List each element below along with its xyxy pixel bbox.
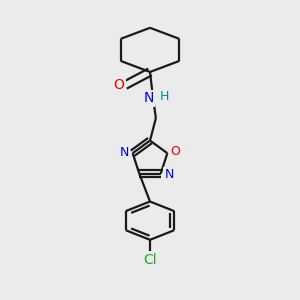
Text: H: H: [159, 90, 169, 103]
Text: N: N: [143, 92, 154, 106]
Text: O: O: [114, 78, 124, 92]
Text: Cl: Cl: [143, 253, 157, 266]
Text: O: O: [171, 145, 181, 158]
Text: N: N: [164, 168, 174, 181]
Text: N: N: [120, 146, 129, 158]
